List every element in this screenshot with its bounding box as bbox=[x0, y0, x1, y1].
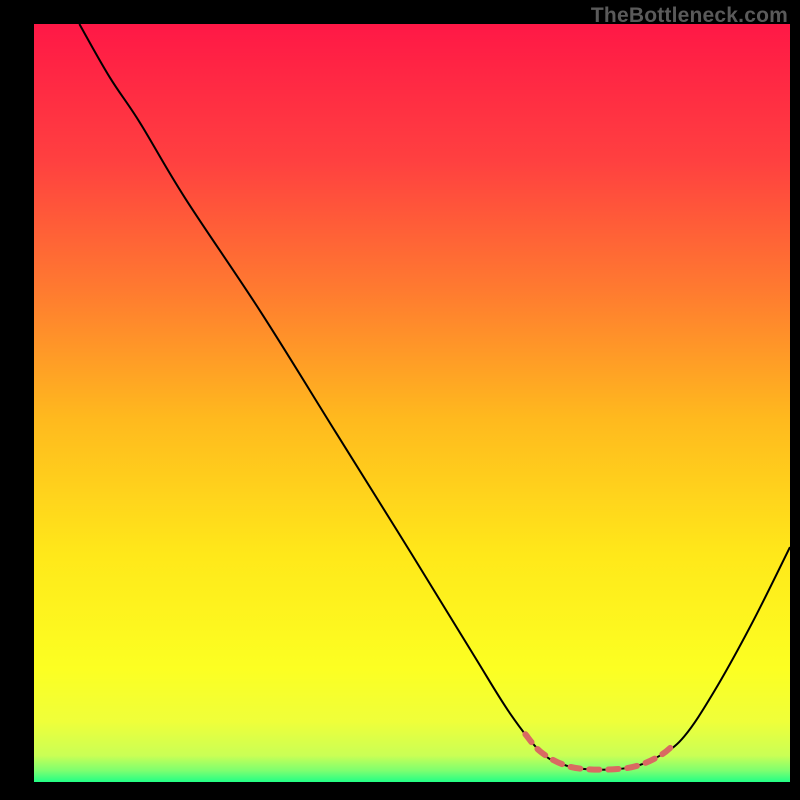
chart-svg bbox=[0, 0, 800, 800]
bottleneck-chart: TheBottleneck.com bbox=[0, 0, 800, 800]
watermark-text: TheBottleneck.com bbox=[591, 4, 788, 28]
